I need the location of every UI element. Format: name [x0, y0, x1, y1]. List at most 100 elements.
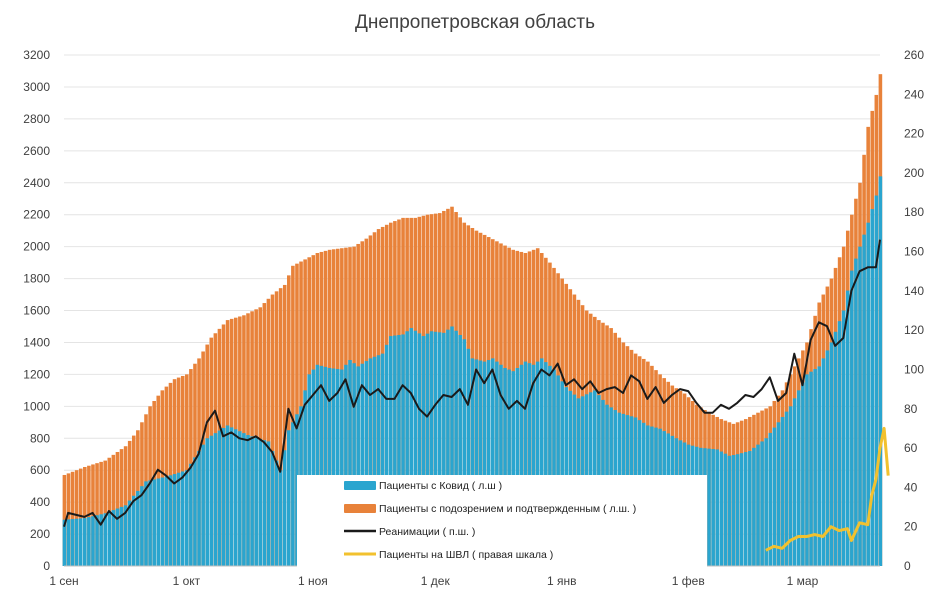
- covid-bar: [148, 480, 152, 566]
- covid-bar: [127, 500, 132, 566]
- suspected-bar: [87, 465, 91, 566]
- covid-bar: [507, 369, 511, 566]
- covid-bar: [311, 369, 316, 566]
- covid-bar: [323, 366, 328, 566]
- covid-bar: [874, 195, 879, 566]
- covid-bar: [817, 366, 821, 566]
- covid-bar: [144, 481, 148, 566]
- covid-bar: [809, 371, 813, 566]
- left-tick-label: 200: [30, 527, 50, 541]
- covid-bar: [185, 470, 189, 566]
- covid-bar: [331, 368, 336, 566]
- chart-title: Днепропетровская область: [355, 12, 595, 33]
- covid-bar: [258, 438, 263, 566]
- covid-bar: [854, 258, 858, 566]
- covid-bar: [442, 332, 446, 566]
- covid-bar: [878, 176, 883, 567]
- left-tick-label: 2200: [23, 208, 50, 222]
- right-tick-label: 260: [904, 48, 924, 62]
- covid-bar: [384, 344, 389, 566]
- legend-box: [297, 475, 707, 567]
- covid-bar: [91, 516, 95, 566]
- covid-bar: [201, 444, 205, 566]
- covid-bar: [544, 362, 548, 566]
- covid-bar: [523, 361, 528, 566]
- covid-bar: [209, 435, 214, 566]
- covid-bar: [454, 330, 458, 566]
- right-axis-tick-labels: 0 20 40 60 80 100 120 140 160 180 200 220 240 260: [904, 48, 924, 573]
- suspected-bar: [180, 375, 185, 566]
- covid-bar: [841, 310, 846, 566]
- covid-bar: [739, 453, 744, 566]
- covid-bar: [95, 515, 99, 566]
- covid-bar: [829, 342, 834, 566]
- covid-bar: [168, 475, 173, 566]
- legend-swatch-covid: [344, 481, 376, 490]
- covid-bar: [776, 422, 781, 566]
- covid-bar: [372, 356, 377, 566]
- left-tick-label: 2800: [23, 112, 50, 126]
- covid-bar: [560, 381, 564, 566]
- suspected-bar: [91, 464, 95, 566]
- left-tick-label: 1400: [23, 335, 50, 349]
- covid-bar: [409, 328, 413, 566]
- suspected-bar: [78, 468, 83, 566]
- covid-bar: [825, 350, 830, 566]
- covid-bar: [486, 360, 491, 566]
- covid-bar: [262, 440, 267, 566]
- covid-bar: [711, 449, 715, 566]
- covid-bar: [393, 335, 397, 566]
- covid-bar: [266, 441, 271, 566]
- covid-bar: [743, 452, 748, 566]
- covid-bar: [176, 472, 181, 566]
- covid-bar: [519, 364, 524, 566]
- covid-bar: [482, 361, 487, 566]
- left-tick-label: 1000: [23, 399, 50, 413]
- covid-bar: [462, 339, 467, 566]
- left-axis-tick-labels: 0 200 400 600 800 1000 1200 1400 1600 1800 2000 220…: [23, 48, 50, 573]
- covid-bar: [858, 246, 862, 566]
- covid-bar: [87, 517, 91, 566]
- covid-bar: [180, 471, 185, 566]
- covid-bar: [401, 334, 405, 566]
- covid-bar: [327, 367, 332, 566]
- legend-label-icu: Реанимации ( п.ш. ): [379, 526, 475, 538]
- covid-bar: [282, 450, 287, 566]
- suspected-bar: [172, 379, 177, 566]
- covid-bar: [340, 369, 344, 566]
- covid-bar: [474, 359, 479, 566]
- covid-bar: [115, 508, 120, 566]
- covid-bar: [376, 355, 381, 566]
- left-tick-label: 600: [30, 463, 50, 477]
- covid-bar: [213, 433, 218, 566]
- suspected-bar: [278, 288, 283, 566]
- left-tick-label: 1200: [23, 367, 50, 381]
- covid-bar: [83, 518, 87, 566]
- covid-bar: [862, 234, 866, 566]
- covid-bar: [315, 364, 320, 566]
- covid-bar: [760, 441, 764, 566]
- covid-bar: [548, 365, 552, 566]
- covid-bar: [131, 495, 136, 566]
- covid-bar: [752, 447, 756, 566]
- covid-bar: [242, 433, 246, 566]
- legend-label-ventilator: Пациенты на ШВЛ ( правая шкала ): [379, 549, 553, 561]
- covid-bar: [797, 390, 801, 566]
- right-tick-label: 20: [904, 520, 918, 534]
- covid-bar: [368, 358, 373, 566]
- suspected-bar: [258, 307, 263, 566]
- covid-bar: [850, 270, 854, 566]
- covid-bar: [707, 448, 711, 566]
- right-tick-label: 160: [904, 245, 924, 259]
- suspected-bar: [287, 275, 291, 566]
- covid-bar: [466, 348, 471, 566]
- covid-bar: [535, 361, 540, 566]
- suspected-bar: [176, 377, 181, 566]
- covid-bar: [833, 331, 838, 566]
- suspected-bar: [274, 291, 279, 566]
- covid-bar: [527, 363, 532, 566]
- covid-bar: [772, 427, 777, 566]
- left-tick-label: 2600: [23, 144, 50, 158]
- suspected-bar: [262, 303, 267, 566]
- covid-bar: [805, 374, 809, 566]
